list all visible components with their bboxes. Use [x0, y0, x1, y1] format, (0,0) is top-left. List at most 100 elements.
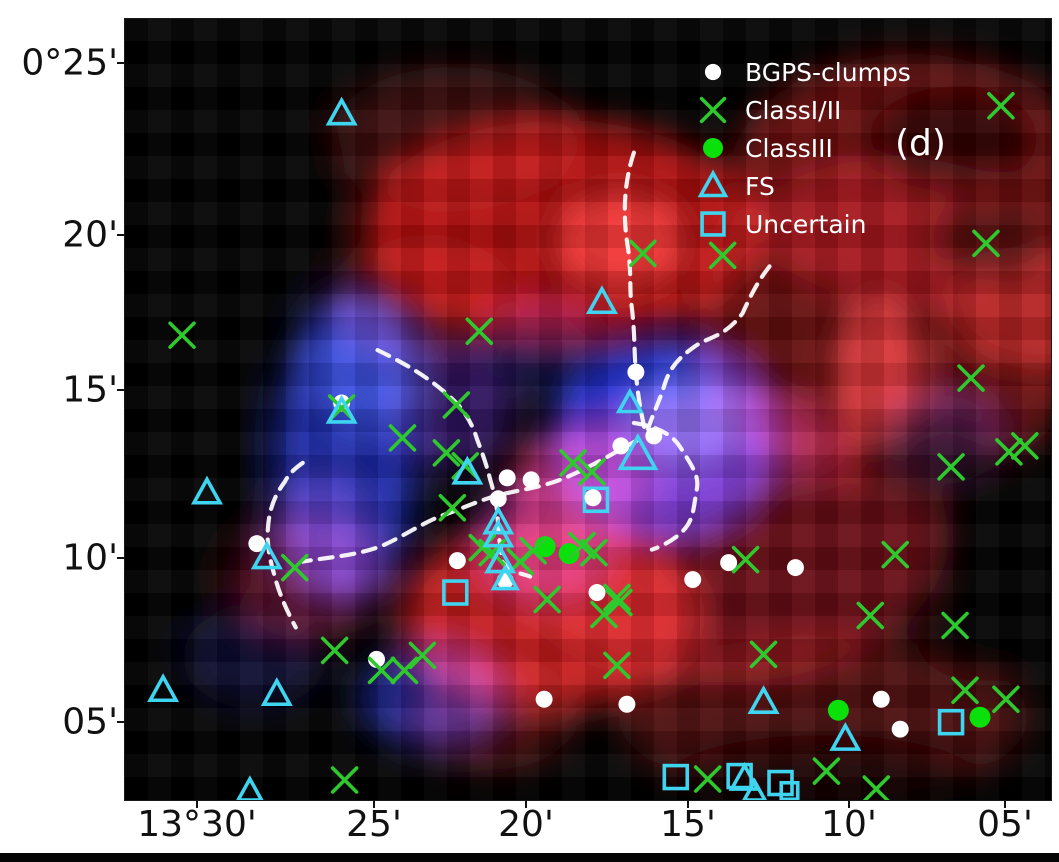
class3-marker [969, 706, 991, 728]
nebula-blob [125, 338, 275, 638]
markers-overlay [147, 92, 1039, 800]
filament-path [622, 150, 647, 433]
class12-marker [590, 600, 618, 629]
fs-marker [728, 761, 761, 791]
bgps-clump-marker [588, 584, 606, 602]
class12-marker [438, 493, 467, 522]
class12-marker [951, 676, 979, 705]
class12-marker [992, 685, 1020, 714]
green-dot-icon [703, 138, 723, 158]
uncertain-marker [442, 579, 469, 606]
class12-marker [280, 553, 309, 582]
legend-item-uncertain: Uncertain [695, 205, 911, 243]
bgps-clump-marker [618, 695, 636, 713]
y-tick-label: 05' [62, 701, 118, 743]
fs-marker [451, 455, 484, 485]
class12-marker [442, 391, 471, 419]
class12-marker [629, 239, 657, 268]
bgps-clump-marker [704, 63, 722, 81]
fs-marker [484, 544, 517, 574]
fs-marker [190, 475, 223, 505]
bgps-clump-marker [584, 489, 602, 507]
fs-marker [829, 721, 862, 751]
y-tick-label: 15' [62, 369, 118, 411]
class3-marker [558, 543, 580, 565]
cyan-triangle-icon [697, 169, 729, 198]
cyan-square-icon [700, 211, 726, 237]
class12-marker [408, 641, 437, 670]
legend-label: ClassIII [745, 133, 833, 163]
class12-marker [533, 585, 561, 614]
bgps-clump-marker [891, 720, 909, 738]
class12-marker [812, 757, 841, 785]
class3-marker [703, 138, 723, 158]
class12-marker [856, 601, 885, 630]
class12-marker [749, 640, 778, 669]
class12-marker [987, 92, 1015, 120]
x-tick-label: 25' [346, 804, 402, 845]
filament-path [265, 460, 305, 630]
class12-marker [388, 424, 417, 452]
legend-label: FS [745, 171, 775, 201]
fs-marker [250, 540, 283, 570]
y-tick-label: 0°25' [21, 42, 118, 84]
fs-marker [617, 432, 659, 471]
x-tick-label: 13°30' [137, 804, 257, 845]
fs-marker [585, 285, 618, 315]
y-tick-label: 10' [62, 537, 118, 579]
class12-marker [862, 775, 891, 800]
class12-marker [881, 540, 909, 569]
y-tick-label: 20' [62, 214, 118, 256]
legend: BGPS-clumps ClassI/II ClassIII FS Uncertain [695, 53, 911, 243]
bgps-clump-marker [720, 554, 738, 572]
filament-path [300, 437, 640, 564]
green-x-icon [699, 96, 727, 124]
legend-label: ClassI/II [745, 95, 842, 125]
bgps-clump-marker [522, 471, 540, 489]
bgps-clump-marker [535, 690, 553, 708]
class3-marker [827, 699, 849, 721]
y-tick-mark [117, 234, 124, 236]
bgps-clump-marker [627, 363, 645, 381]
y-tick-mark [117, 557, 124, 559]
uncertain-marker [662, 763, 690, 791]
bgps-clump-marker [684, 571, 702, 589]
uncertain-marker [582, 486, 610, 514]
class12-marker [568, 531, 596, 560]
nebula-blob [125, 38, 345, 319]
class12-marker [731, 545, 760, 574]
class12-marker [957, 364, 985, 392]
legend-item-bgps-clumps: BGPS-clumps [695, 53, 911, 91]
fs-marker [747, 685, 780, 715]
class12-marker [330, 766, 359, 794]
x-tick-mark [373, 801, 375, 808]
fs-marker [615, 387, 644, 414]
class12-marker [390, 656, 419, 685]
rgb-composite-background [125, 19, 1051, 800]
fs-marker [482, 505, 515, 535]
class12-marker [972, 229, 1000, 258]
fs-marker [147, 673, 180, 703]
fs-marker [482, 518, 515, 548]
panel-label: (d) [895, 123, 946, 164]
uncertain-marker [937, 708, 965, 736]
nebula-blob [358, 645, 503, 750]
bottom-border-bar [0, 853, 1059, 862]
fs-marker [325, 394, 358, 424]
legend-item-fs: FS [695, 167, 911, 205]
y-tick-mark [117, 62, 124, 64]
nebula-blob [482, 302, 606, 395]
class12-marker [519, 536, 547, 565]
bgps-clump-marker [498, 469, 516, 487]
nebula-blob [182, 605, 327, 710]
class12-marker [320, 636, 349, 665]
fs-marker [260, 677, 293, 707]
legend-label: BGPS-clumps [745, 57, 911, 87]
bgps-clump-marker [645, 427, 663, 445]
uncertain-marker [779, 780, 800, 800]
class12-marker [603, 583, 631, 612]
class12-marker [367, 656, 396, 685]
class12-marker [605, 588, 633, 617]
class12-marker [1011, 432, 1039, 460]
filament-path [631, 420, 700, 552]
